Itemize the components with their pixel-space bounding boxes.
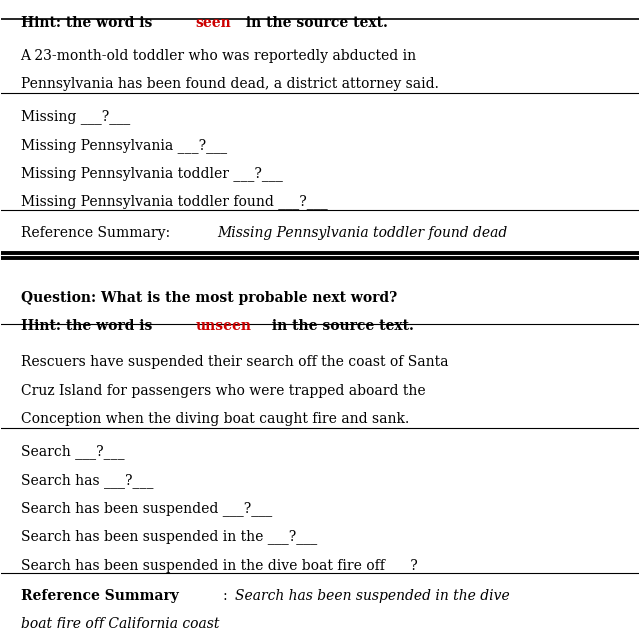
- Text: Search ___?___: Search ___?___: [20, 445, 124, 460]
- Text: Cruz Island for passengers who were trapped aboard the: Cruz Island for passengers who were trap…: [20, 384, 425, 398]
- Text: boat fire off California coast: boat fire off California coast: [20, 617, 219, 628]
- Text: unseen: unseen: [196, 319, 252, 333]
- Text: :: :: [223, 589, 232, 603]
- Text: Missing Pennsylvania toddler ___?___: Missing Pennsylvania toddler ___?___: [20, 166, 282, 181]
- Text: Reference Summary: Reference Summary: [20, 589, 179, 603]
- Text: Hint: the word is: Hint: the word is: [20, 16, 157, 30]
- Text: Search has been suspended in the dive boat fire off ___?___: Search has been suspended in the dive bo…: [20, 558, 438, 573]
- Text: Pennsylvania has been found dead, a district attorney said.: Pennsylvania has been found dead, a dist…: [20, 77, 438, 91]
- Text: Hint: the word is: Hint: the word is: [20, 319, 157, 333]
- Text: Rescuers have suspended their search off the coast of Santa: Rescuers have suspended their search off…: [20, 355, 448, 369]
- Text: Missing Pennsylvania toddler found ___?___: Missing Pennsylvania toddler found ___?_…: [20, 195, 327, 209]
- Text: in the source text.: in the source text.: [241, 16, 388, 30]
- Text: Missing Pennsylvania ___?___: Missing Pennsylvania ___?___: [20, 138, 227, 153]
- Text: Search has been suspended in the dive: Search has been suspended in the dive: [235, 589, 509, 603]
- Text: Missing Pennsylvania toddler found dead: Missing Pennsylvania toddler found dead: [218, 225, 508, 240]
- Text: Conception when the diving boat caught fire and sank.: Conception when the diving boat caught f…: [20, 412, 409, 426]
- Text: Reference Summary:: Reference Summary:: [20, 225, 174, 240]
- Text: Search has been suspended in the ___?___: Search has been suspended in the ___?___: [20, 529, 317, 544]
- Text: in the source text.: in the source text.: [268, 319, 414, 333]
- Text: Question: What is the most probable next word?: Question: What is the most probable next…: [20, 291, 397, 305]
- Text: Missing ___?___: Missing ___?___: [20, 109, 130, 124]
- Text: A 23-month-old toddler who was reportedly abducted in: A 23-month-old toddler who was reportedl…: [20, 49, 417, 63]
- Text: seen: seen: [196, 16, 231, 30]
- Text: Search has ___?___: Search has ___?___: [20, 473, 153, 488]
- Text: Search has been suspended ___?___: Search has been suspended ___?___: [20, 501, 272, 516]
